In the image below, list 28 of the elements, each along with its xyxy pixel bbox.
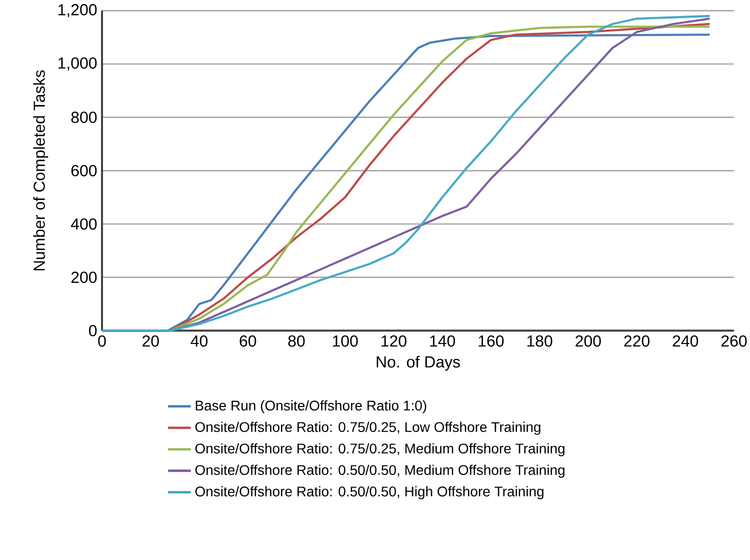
x-axis-title: No. of Days <box>376 356 460 371</box>
y-tick-label: 1,200 <box>58 4 97 18</box>
x-tick-label: 180 <box>527 335 552 347</box>
y-tick-label: 600 <box>71 165 97 176</box>
x-tick-label: 60 <box>240 335 256 347</box>
x-tick-label: 100 <box>332 335 358 347</box>
x-tick-label: 260 <box>721 335 747 347</box>
y-tick-label: 200 <box>71 272 97 283</box>
x-tick-label: 80 <box>288 335 305 347</box>
x-tick-label: 160 <box>478 335 504 347</box>
legend-label: Onsite/Offshore Ratio: 0.50/0.50, High Offshore Training <box>195 486 544 500</box>
y-tick-label: 400 <box>70 218 97 230</box>
legend-label: Onsite/Offshore Ratio: 0.75/0.25, Medium Offshore Training <box>195 443 564 456</box>
x-tick-label: 20 <box>142 335 159 347</box>
x-tick-label: 240 <box>672 335 698 347</box>
legend-label: Base Run (Onsite/Offshore Ratio 1:0) <box>196 400 426 414</box>
legend-label: Onsite/Offshore Ratio: 0.75/0.25, Low Offshore Training <box>195 422 540 435</box>
x-tick-label: 40 <box>190 335 208 347</box>
x-tick-label: 0 <box>98 335 106 347</box>
x-tick-label: 140 <box>430 335 456 347</box>
y-axis-title: Number of Completed Tasks <box>33 70 48 270</box>
y-tick-label: 1,000 <box>58 57 97 71</box>
x-tick-label: 120 <box>382 335 406 347</box>
y-tick-label: 0 <box>89 325 97 336</box>
x-tick-label: 220 <box>624 335 650 347</box>
x-tick-label: 200 <box>576 335 601 347</box>
legend-label: Onsite/Offshore Ratio: 0.50/0.50, Medium Offshore Training <box>195 464 564 478</box>
y-tick-label: 800 <box>71 112 97 123</box>
